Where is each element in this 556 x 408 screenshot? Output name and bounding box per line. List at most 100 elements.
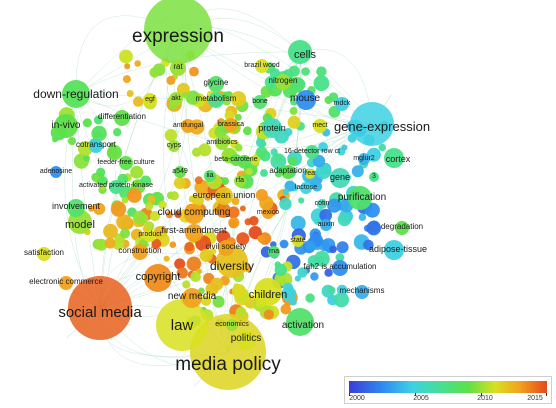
term-node[interactable] [62, 80, 90, 108]
term-label: mouse [290, 93, 320, 104]
term-node[interactable] [204, 170, 216, 182]
term-node[interactable] [317, 199, 327, 209]
minor-term-node [88, 205, 95, 212]
term-node[interactable] [226, 319, 238, 331]
term-node[interactable] [254, 278, 282, 306]
term-node[interactable] [59, 276, 73, 290]
minor-term-node [297, 267, 308, 278]
minor-term-node [363, 239, 374, 251]
term-label: social media [58, 304, 142, 321]
term-node[interactable] [185, 224, 203, 242]
term-node[interactable] [313, 119, 327, 133]
term-label: new media [168, 291, 217, 302]
term-node[interactable] [335, 97, 349, 111]
term-node[interactable] [358, 153, 370, 165]
term-node[interactable] [174, 166, 186, 178]
term-label: a549 [172, 168, 188, 175]
term-node[interactable] [330, 168, 350, 188]
term-node[interactable] [208, 76, 224, 92]
term-label: degradation [381, 222, 423, 231]
minor-term-node [327, 286, 336, 295]
minor-term-node [52, 136, 58, 143]
term-node[interactable] [230, 154, 242, 166]
term-node[interactable] [253, 95, 267, 109]
term-node[interactable] [262, 118, 282, 138]
term-node[interactable] [268, 246, 280, 258]
minor-term-node [164, 129, 178, 142]
term-node[interactable] [143, 93, 157, 107]
term-label: cloud computing [158, 207, 231, 218]
term-node[interactable] [355, 285, 369, 299]
term-node[interactable] [275, 74, 291, 90]
term-node[interactable] [281, 165, 295, 179]
term-node[interactable] [215, 187, 233, 205]
minor-term-node [121, 196, 129, 204]
term-node[interactable] [395, 221, 409, 235]
minor-term-node [190, 271, 201, 283]
term-node[interactable] [144, 230, 156, 242]
term-node[interactable] [156, 299, 208, 351]
term-node[interactable] [181, 119, 195, 133]
term-node[interactable] [144, 0, 212, 64]
term-node[interactable] [292, 235, 304, 247]
term-node[interactable] [300, 182, 312, 194]
minor-term-node [312, 154, 326, 168]
term-node[interactable] [114, 110, 130, 126]
minor-term-node [198, 143, 212, 157]
minor-term-node [165, 211, 173, 219]
term-label: children [249, 289, 288, 301]
minor-term-node [93, 115, 103, 125]
term-node[interactable] [320, 219, 332, 231]
term-node[interactable] [350, 102, 394, 146]
minor-term-node [358, 213, 367, 221]
term-node[interactable] [208, 92, 224, 108]
legend-tick-label: 2015 [527, 395, 543, 402]
minor-term-node [149, 210, 160, 222]
term-node[interactable] [332, 260, 348, 276]
term-node[interactable] [348, 186, 372, 210]
term-node[interactable] [89, 139, 103, 153]
legend-tick [349, 393, 350, 396]
term-node[interactable] [305, 169, 315, 179]
term-node[interactable] [68, 276, 132, 340]
term-label: mexico [257, 209, 279, 216]
term-node[interactable] [132, 244, 148, 260]
term-node[interactable] [182, 288, 202, 308]
minor-term-node [106, 145, 122, 161]
term-label: akt [171, 95, 180, 102]
term-node[interactable] [384, 148, 404, 168]
year-color-legend: 2000 2005 2010 2015 [344, 376, 552, 404]
term-node[interactable] [255, 59, 269, 73]
term-node[interactable] [144, 264, 172, 292]
term-node[interactable] [288, 40, 312, 64]
term-label: activation [282, 320, 324, 331]
term-node[interactable] [170, 60, 186, 76]
term-node[interactable] [218, 240, 234, 256]
term-node[interactable] [215, 136, 229, 150]
term-node[interactable] [305, 145, 319, 159]
term-node[interactable] [234, 175, 246, 187]
term-label: mect [312, 122, 327, 129]
term-node[interactable] [37, 247, 51, 261]
term-node[interactable] [236, 330, 256, 350]
term-node[interactable] [168, 140, 180, 152]
term-node[interactable] [67, 199, 85, 217]
term-node[interactable] [262, 207, 274, 219]
term-node[interactable] [109, 180, 123, 194]
term-node[interactable] [169, 92, 183, 106]
term-node[interactable] [224, 118, 238, 132]
term-node[interactable] [369, 172, 379, 182]
term-node[interactable] [184, 204, 204, 224]
term-node[interactable] [286, 308, 314, 336]
term-node[interactable] [384, 240, 404, 260]
term-node[interactable] [50, 166, 62, 178]
minor-term-node [110, 201, 127, 217]
term-label: activated protein-kinase [79, 182, 153, 189]
term-node[interactable] [54, 114, 78, 138]
term-node[interactable] [296, 90, 316, 110]
minor-term-node [336, 284, 348, 296]
term-node[interactable] [119, 156, 133, 170]
term-label: fah2 is accumulation [304, 262, 377, 271]
minor-term-node [305, 240, 316, 252]
